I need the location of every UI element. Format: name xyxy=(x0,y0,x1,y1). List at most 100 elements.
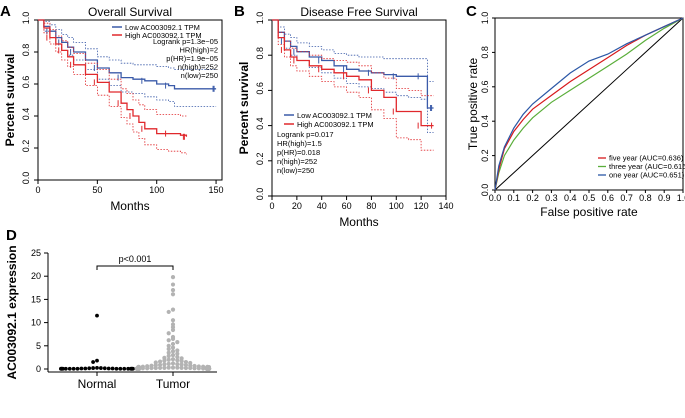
x-tick-label: 0.4 xyxy=(564,193,577,203)
panel-label: C xyxy=(466,3,477,20)
data-point xyxy=(140,366,145,371)
data-point xyxy=(149,365,154,371)
x-tick-label: 40 xyxy=(317,201,327,211)
y-tick-label: 0.0 xyxy=(480,184,490,197)
y-axis-label: Percent survival xyxy=(3,54,17,147)
data-point xyxy=(75,366,80,371)
ci-upper-line xyxy=(272,19,434,97)
x-tick-label: 100 xyxy=(149,185,164,195)
y-tick-label: 1.0 xyxy=(480,12,490,25)
data-point xyxy=(201,366,206,371)
data-point xyxy=(170,292,176,297)
ci-upper-line xyxy=(38,19,187,117)
x-tick-label: 0.3 xyxy=(545,193,558,203)
ci-upper-line xyxy=(38,19,217,70)
data-point xyxy=(67,366,72,371)
plot-title: Overall Survival xyxy=(88,5,172,19)
x-axis-label: Months xyxy=(339,215,378,229)
x-tick-label: 0.1 xyxy=(508,193,521,203)
y-tick-label: 0.8 xyxy=(480,46,490,59)
series-normal xyxy=(59,313,135,371)
x-tick-label: 120 xyxy=(414,201,429,211)
data-point xyxy=(110,366,115,371)
y-tick-label: 1.0 xyxy=(21,12,31,25)
data-point xyxy=(170,307,176,312)
y-tick-label: 5 xyxy=(36,341,41,351)
data-point xyxy=(170,336,176,341)
stat-line: p(HR)=1.9e−05 xyxy=(166,54,218,63)
data-point xyxy=(175,348,180,353)
legend-entry: Low AC003092.1 TPM xyxy=(125,23,200,32)
stat-line: HR(high)=1.5 xyxy=(277,139,322,148)
data-point xyxy=(130,366,134,371)
data-point xyxy=(118,366,123,371)
legend-entry: Low AC003092.1 TPM xyxy=(297,111,372,120)
data-point xyxy=(91,360,96,364)
data-point xyxy=(175,354,180,360)
data-point xyxy=(175,339,180,345)
data-point xyxy=(170,341,176,347)
data-point xyxy=(95,358,99,363)
legend-entry: High AC003092.1 TPM xyxy=(297,120,374,129)
data-point xyxy=(183,359,189,365)
x-tick-label: 80 xyxy=(366,201,376,211)
data-point xyxy=(162,362,167,367)
panel-D: D 0 5 10 15 20 25 Normal Tumor AC003092.1 express… xyxy=(5,227,217,391)
x-tick-label: 0.9 xyxy=(658,193,671,203)
data-point xyxy=(145,366,150,371)
survival-line xyxy=(272,19,434,127)
data-point xyxy=(166,350,171,355)
data-point xyxy=(170,282,176,287)
panel-label: B xyxy=(234,3,245,20)
data-point xyxy=(170,288,176,293)
x-tick-label: 0.8 xyxy=(639,193,652,203)
y-tick-label: 20 xyxy=(31,271,41,281)
panel-B: B Disease Free Survival 0 20 40 60 80 100 120 140… xyxy=(234,3,454,229)
x-axis-label: Months xyxy=(110,199,149,213)
stat-line: Logrank p=0.017 xyxy=(277,130,334,139)
ci-upper-line xyxy=(272,19,434,82)
y-tick-label: 0.0 xyxy=(255,188,265,201)
stat-line: HR(high)=2 xyxy=(179,46,218,55)
plot-title: Disease Free Survival xyxy=(300,5,417,19)
data-point xyxy=(71,366,76,371)
y-tick-label: 0.6 xyxy=(21,76,31,89)
data-point xyxy=(170,349,176,354)
x-tick-label: 0.6 xyxy=(602,193,615,203)
y-tick-label: 1.0 xyxy=(255,12,265,25)
p-value-annotation: p<0.001 xyxy=(119,254,152,264)
roc-curve xyxy=(494,17,684,191)
data-point xyxy=(114,366,119,371)
data-point xyxy=(175,362,180,367)
data-point xyxy=(192,366,197,371)
data-point xyxy=(63,366,68,371)
y-tick-label: 0.6 xyxy=(255,82,265,95)
panel-C: C 0.0 0.1 0.2 0.3 0.4 0.5 0.6 0.7 0.8 0.9 1.0 0.0 0.2… xyxy=(466,3,685,219)
x-tick-label: 60 xyxy=(342,201,352,211)
ci-lower-line xyxy=(272,19,434,151)
data-point xyxy=(166,361,171,366)
data-point xyxy=(166,331,171,336)
data-point xyxy=(166,353,171,359)
data-point xyxy=(106,366,111,371)
y-tick-label: 0.4 xyxy=(255,117,265,130)
data-point xyxy=(179,362,184,367)
data-point xyxy=(175,351,180,356)
x-tick-label: 140 xyxy=(438,201,453,211)
stat-line: Logrank p=1.3e−05 xyxy=(153,37,218,46)
panel-label: A xyxy=(0,3,11,20)
series-high xyxy=(272,19,434,151)
data-point xyxy=(157,359,163,364)
data-point xyxy=(59,366,63,371)
data-point xyxy=(95,365,99,370)
data-point xyxy=(183,362,189,368)
data-point xyxy=(175,358,180,363)
data-point xyxy=(102,366,107,371)
y-tick-label: 0 xyxy=(36,364,41,374)
data-point xyxy=(95,313,99,318)
data-point xyxy=(188,365,193,371)
data-point xyxy=(166,357,171,362)
y-tick-label: 15 xyxy=(31,294,41,304)
data-point xyxy=(126,366,131,371)
x-tick-label: 1.0 xyxy=(677,193,685,203)
